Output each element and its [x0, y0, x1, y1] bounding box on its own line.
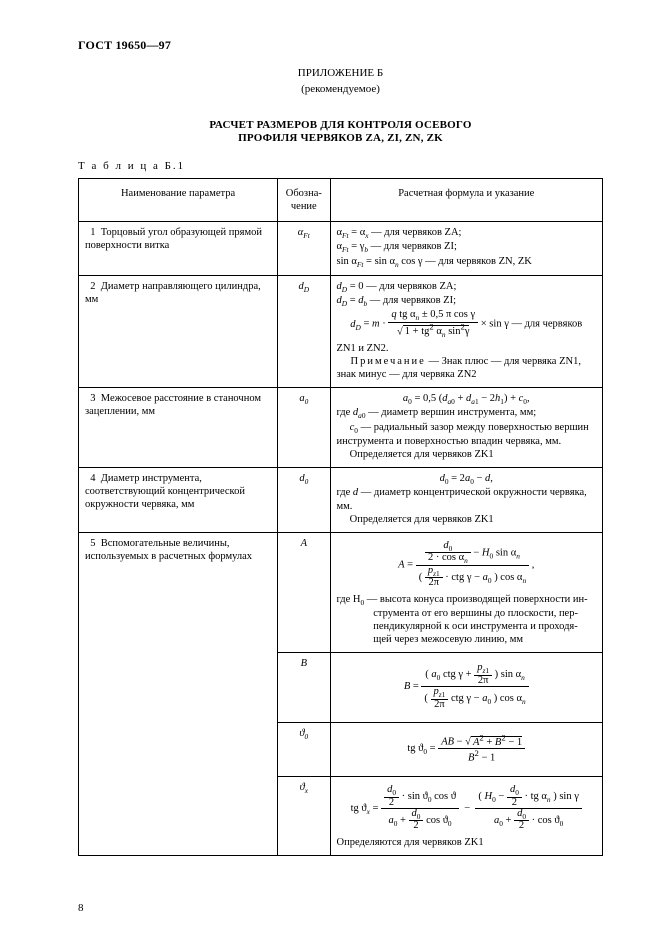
param-name: 2 Диаметр направляющего цилиндра, мм: [79, 275, 278, 387]
param-formula: a0 = 0,5 (da0 + da1 − 2h1) + c0, где da0…: [330, 388, 603, 468]
appendix-note: (рекомендуемое): [78, 83, 603, 97]
param-formula: A = d02 · cos αn − H0 sin αn ( pz12π · c…: [330, 532, 603, 652]
param-formula: tg ϑ0 = AB − √A2 + B2 − 1 B2 − 1: [330, 723, 603, 777]
table-row: 4 Диаметр инструмента, соответствующий к…: [79, 468, 603, 533]
formula-thetax: tg ϑx = d02 · sin ϑ0 cos ϑ a0 + d02 cos …: [337, 785, 597, 832]
param-symbol: a0: [278, 388, 330, 468]
formula-A: A = d02 · cos αn − H0 sin αn ( pz12π · c…: [337, 541, 597, 589]
formula-dD-zn: dD = m · q tg αn ± 0,5 π cos γ √1 + tg2 …: [337, 310, 597, 338]
doc-standard-header: ГОСТ 19650—97: [78, 38, 603, 53]
param-symbol: A: [278, 532, 330, 652]
table-row: 2 Диаметр направляющего цилиндра, мм dD …: [79, 275, 603, 387]
param-symbol: d0: [278, 468, 330, 533]
param-name: 5 Вспомогательные величины, используемых…: [79, 532, 278, 855]
formula-B: B = ( a0 ctg γ + pz12π ) sin αn ( pz12π …: [337, 663, 597, 710]
section-title-line2: ПРОФИЛЯ ЧЕРВЯКОВ ZA, ZI, ZN, ZK: [78, 132, 603, 146]
param-name: 1 Торцовый угол образующей прямой поверх…: [79, 222, 278, 276]
col-header-formula: Расчетная формула и указание: [330, 178, 603, 221]
appendix-label: ПРИЛОЖЕНИЕ Б: [78, 67, 603, 81]
formula-theta0: tg ϑ0 = AB − √A2 + B2 − 1 B2 − 1: [337, 733, 597, 764]
table-label: Т а б л и ц а Б.1: [78, 160, 603, 174]
param-formula: tg ϑx = d02 · sin ϑ0 cos ϑ a0 + d02 cos …: [330, 777, 603, 856]
page-container: ГОСТ 19650—97 ПРИЛОЖЕНИЕ Б (рекомендуемо…: [0, 0, 661, 936]
param-symbol: dD: [278, 275, 330, 387]
col-header-symbol: Обозна- чение: [278, 178, 330, 221]
section-title-line1: РАСЧЕТ РАЗМЕРОВ ДЛЯ КОНТРОЛЯ ОСЕВОГО: [78, 119, 603, 133]
parameter-table: Наименование параметра Обозна- чение Рас…: [78, 178, 603, 856]
param-name: 4 Диаметр инструмента, соответствующий к…: [79, 468, 278, 533]
param-symbol: B: [278, 653, 330, 723]
param-symbol: αFt: [278, 222, 330, 276]
page-number: 8: [78, 902, 84, 916]
table-row: 1 Торцовый угол образующей прямой поверх…: [79, 222, 603, 276]
table-row: 5 Вспомогательные величины, используемых…: [79, 532, 603, 652]
param-name: 3 Межосевое расстояние в станочном зацеп…: [79, 388, 278, 468]
param-formula: B = ( a0 ctg γ + pz12π ) sin αn ( pz12π …: [330, 653, 603, 723]
param-symbol: ϑx: [278, 777, 330, 856]
param-formula: αFt = αx — для червяков ZA; αFt = γb — д…: [330, 222, 603, 276]
table-header-row: Наименование параметра Обозна- чение Рас…: [79, 178, 603, 221]
param-formula: d0 = 2a0 − d, где d — диаметр концентрич…: [330, 468, 603, 533]
table-row: 3 Межосевое расстояние в станочном зацеп…: [79, 388, 603, 468]
param-formula: dD = 0 — для червяков ZA; dD = db — для …: [330, 275, 603, 387]
param-symbol: ϑ0: [278, 723, 330, 777]
col-header-name: Наименование параметра: [79, 178, 278, 221]
